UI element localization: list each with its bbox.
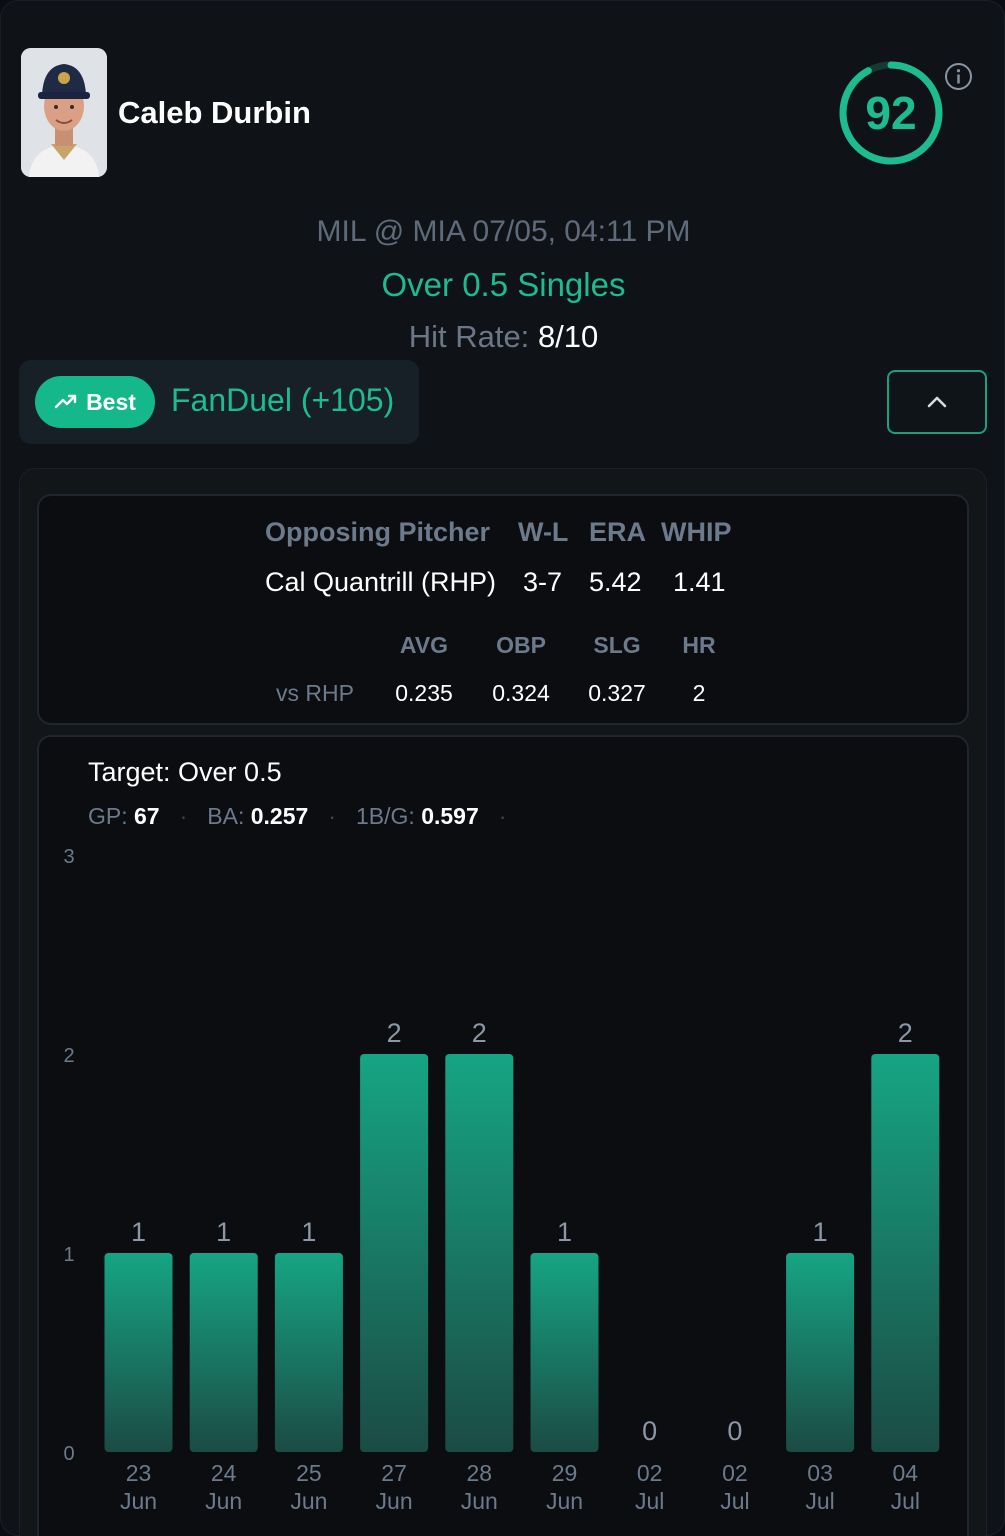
hit-rate-label: Hit Rate:	[408, 319, 530, 354]
split-avg: 0.235	[395, 680, 453, 706]
trending-up-icon	[54, 394, 77, 409]
collapse-button[interactable]	[887, 370, 987, 434]
game-log-chart-panel	[37, 735, 969, 1536]
pitcher-era: 5.42	[589, 567, 642, 597]
score-ring-icon	[839, 61, 943, 165]
pitcher-whip: 1.41	[673, 567, 726, 597]
separator-dot: ·	[328, 803, 336, 829]
confidence-score: 92	[865, 87, 917, 139]
bookmaker-odds: FanDuel (+105)	[171, 382, 395, 418]
hit-rate: Hit Rate: 8/10	[1, 319, 1005, 355]
chevron-up-icon	[927, 396, 947, 408]
player-name: Caleb Durbin	[118, 95, 311, 130]
split-header-slg: SLG	[593, 632, 641, 658]
target-line: Target: Over 0.5	[88, 757, 282, 787]
pitcher-header-era: ERA	[589, 517, 647, 547]
best-badge: Best	[35, 376, 155, 428]
split-slg: 0.327	[588, 680, 646, 706]
game-matchup: MIL @ MIA 07/05, 04:11 PM	[316, 215, 691, 248]
player-avatar	[21, 48, 107, 177]
ba-label: BA:	[207, 803, 245, 829]
singles-per-game-label: 1B/G:	[355, 803, 415, 829]
pitcher-name: Cal Quantrill (RHP)	[265, 567, 497, 597]
gp-value: 67	[134, 803, 160, 829]
singles-per-game-value: 0.597	[421, 803, 479, 829]
split-label: vs RHP	[276, 680, 354, 706]
ba-value: 0.257	[250, 803, 309, 829]
best-odds-box[interactable]: Best FanDuel (+105)	[19, 360, 419, 444]
split-hr: 2	[692, 680, 706, 706]
opposing-pitcher-panel	[37, 494, 969, 725]
pitcher-wl: 3-7	[523, 567, 563, 597]
split-obp: 0.324	[492, 680, 550, 706]
gp-label: GP:	[88, 803, 128, 829]
pitcher-header-wl: W-L	[518, 517, 569, 547]
prop-market: Over 0.5 Singles	[381, 266, 626, 303]
separator-dot: ·	[498, 803, 507, 829]
pitcher-header-whip: WHIP	[661, 517, 732, 547]
pitcher-header-name: Opposing Pitcher	[265, 517, 491, 547]
best-badge-label: Best	[86, 388, 136, 415]
summary-stats: GP: 67 · BA: 0.257 · 1B/G: 0.597 ·	[88, 803, 526, 830]
player-headshot-icon	[21, 48, 107, 177]
info-icon[interactable]	[944, 62, 973, 91]
split-header-hr: HR	[682, 632, 716, 658]
confidence-score-ring: 92	[837, 59, 945, 167]
hit-rate-value: 8/10	[537, 319, 599, 354]
split-header-avg: AVG	[399, 632, 449, 658]
split-header-obp: OBP	[496, 632, 546, 658]
separator-dot: ·	[179, 803, 188, 829]
